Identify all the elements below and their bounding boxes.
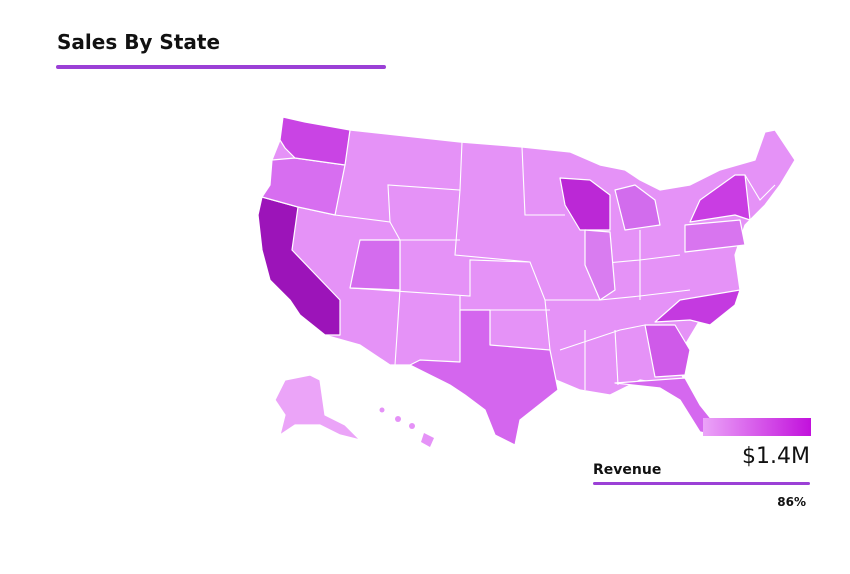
us-map [257,116,796,447]
state-michigan [614,184,661,231]
legend-max-label: $1.4M [742,444,810,469]
state-north-carolina [654,289,741,326]
card-title: Sales By State [57,30,220,54]
state-hawaii [379,407,434,447]
state-new-york [689,174,751,223]
state-pennsylvania [684,219,746,253]
title-underline [56,65,386,69]
state-texas [409,309,559,446]
state-florida [614,377,716,436]
metric-label: Revenue [593,462,661,478]
state-california [257,196,341,336]
state-georgia [644,324,691,378]
state-illinois [584,229,616,301]
state-washington [279,116,351,166]
state-wisconsin [559,177,611,231]
state-utah [349,239,401,291]
metric-value: 86% [777,495,806,509]
state-alaska [274,374,361,441]
legend-gradient [703,418,811,436]
metric-underline [593,482,810,485]
